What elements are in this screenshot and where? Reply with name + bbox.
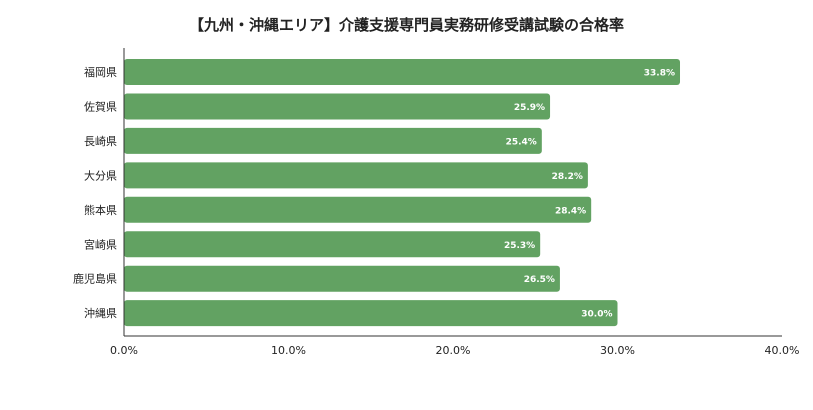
bar-value-label: 25.3% — [504, 241, 535, 251]
bar — [124, 93, 551, 120]
bar — [124, 196, 592, 223]
bar — [124, 127, 542, 154]
category-label: 福岡県 — [84, 65, 117, 79]
category-label: 長崎県 — [84, 134, 117, 148]
bar-value-label: 30.0% — [581, 310, 612, 320]
x-tick-label: 40.0% — [765, 344, 800, 357]
category-label: 宮崎県 — [84, 237, 117, 251]
bar — [124, 265, 560, 292]
category-label: 熊本県 — [84, 203, 117, 217]
bar-value-label: 26.5% — [524, 275, 555, 285]
bar-value-label: 28.4% — [555, 206, 586, 216]
category-label: 沖縄県 — [84, 306, 117, 320]
bar-value-label: 28.2% — [552, 172, 583, 182]
bar — [124, 231, 541, 258]
bar — [124, 300, 618, 327]
x-tick-label: 30.0% — [600, 344, 635, 357]
bar — [124, 59, 681, 85]
x-tick-label: 0.0% — [110, 344, 138, 357]
bar-value-label: 25.9% — [514, 103, 545, 113]
category-label: 鹿児島県 — [73, 272, 117, 286]
category-label: 佐賀県 — [84, 99, 117, 113]
bar — [124, 162, 588, 189]
bar-value-label: 25.4% — [506, 137, 537, 147]
x-tick-label: 10.0% — [271, 344, 306, 357]
chart-title: 【九州・沖縄エリア】介護支援専門員実務研修受講試験の合格率 — [188, 16, 624, 34]
bar-value-label: 33.8% — [644, 69, 675, 79]
x-tick-label: 20.0% — [436, 344, 471, 357]
category-label: 大分県 — [84, 168, 117, 182]
